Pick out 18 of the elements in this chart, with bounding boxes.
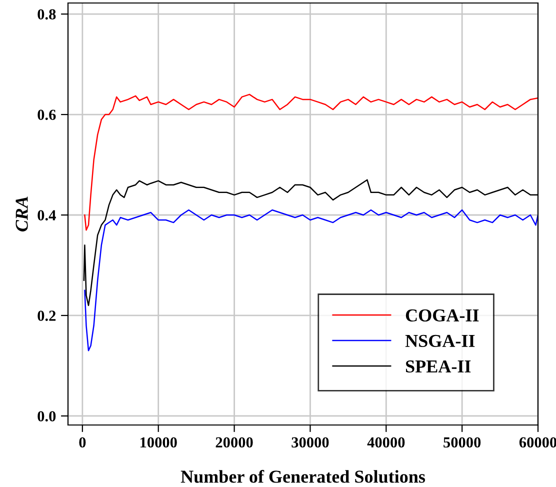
y-tick-label: 0.4 <box>38 210 56 221</box>
x-tick-label: 0 <box>79 437 86 448</box>
x-axis-title: Number of Generated Solutions <box>180 470 426 483</box>
y-tick-label: 0.8 <box>38 9 56 20</box>
x-tick-label: 10000 <box>140 437 177 448</box>
x-tick-label: 50000 <box>444 437 481 448</box>
x-tick-label: 30000 <box>292 437 329 448</box>
legend-label: SPEA-II <box>406 360 471 373</box>
y-tick-label: 0.2 <box>38 310 56 321</box>
y-axis-title: CRA <box>16 196 28 232</box>
legend-label: NSGA-II <box>405 334 475 348</box>
legend-label: COGA-II <box>406 309 479 322</box>
x-tick-label: 20000 <box>216 437 253 448</box>
y-tick-label: 0.6 <box>38 110 56 120</box>
line-series <box>84 209 538 352</box>
y-tick-label: 0.0 <box>38 411 56 422</box>
x-tick-label: 40000 <box>367 437 405 448</box>
line-series <box>84 94 538 231</box>
